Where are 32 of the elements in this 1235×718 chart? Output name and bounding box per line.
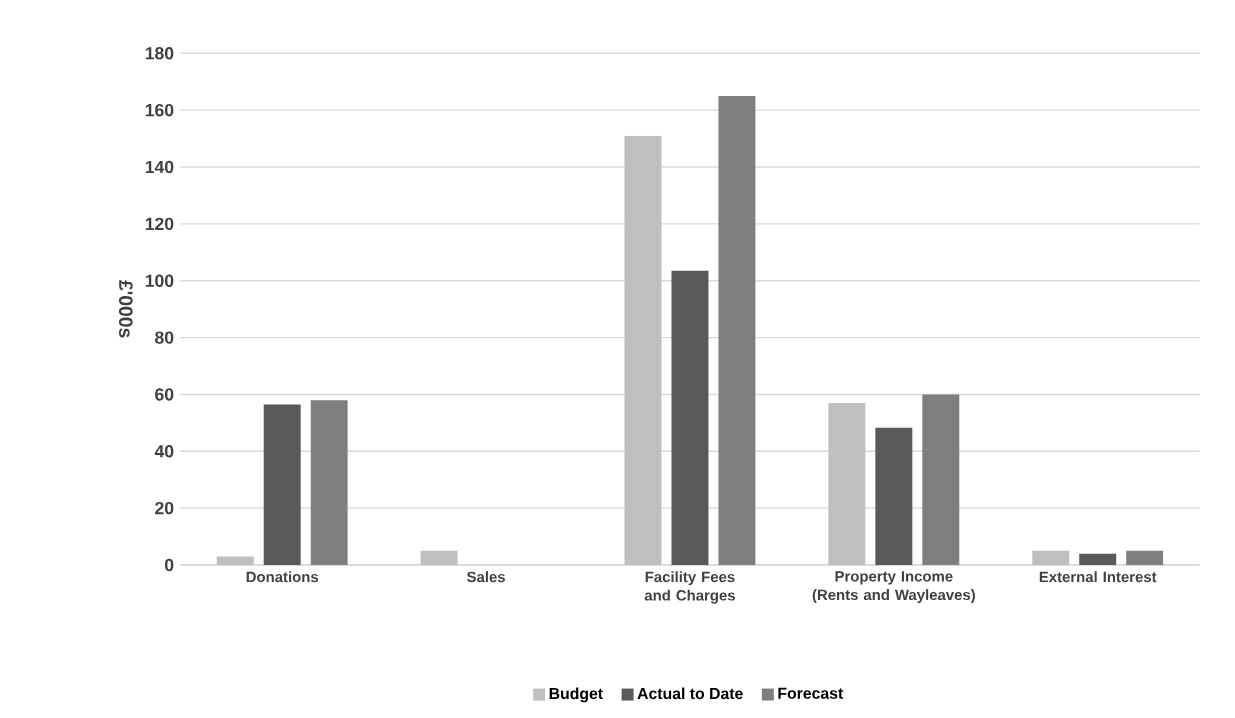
legend-label: Actual to Date	[637, 687, 743, 700]
bar	[828, 402, 866, 565]
y-tick-label: 120	[145, 217, 174, 230]
x-tick-label: Donations	[246, 571, 319, 583]
legend-label: Budget	[549, 687, 603, 703]
y-tick-label: 180	[145, 46, 174, 60]
y-tick-label: 0	[164, 558, 174, 572]
y-tick-label: 160	[145, 103, 174, 117]
bar	[671, 270, 709, 565]
bar	[718, 95, 756, 565]
x-tick-label: Sales	[467, 571, 505, 583]
y-tick-label: 100	[145, 274, 174, 287]
y-tick-label: 80	[155, 331, 174, 344]
bar	[263, 404, 301, 565]
bar	[310, 400, 348, 565]
bar	[1126, 550, 1164, 565]
x-tick-label: Facility Fees and Charges	[644, 571, 735, 604]
y-tick-label: 60	[155, 388, 174, 401]
bar	[624, 135, 662, 565]
bar	[922, 394, 960, 565]
legend-label: Forecast	[778, 687, 844, 699]
y-axis-title: £'000s	[119, 280, 133, 338]
bar	[875, 427, 913, 565]
y-tick-label: 140	[145, 160, 174, 174]
x-tick-label: Property Income (Rents and Wayleaves)	[812, 571, 975, 603]
bar	[420, 550, 458, 565]
bar	[216, 556, 254, 565]
y-tick-label: 20	[155, 501, 174, 515]
y-tick-label: 40	[154, 444, 174, 458]
bar	[1032, 550, 1070, 565]
bar	[1079, 553, 1117, 565]
x-tick-label: External Interest	[1039, 571, 1157, 583]
